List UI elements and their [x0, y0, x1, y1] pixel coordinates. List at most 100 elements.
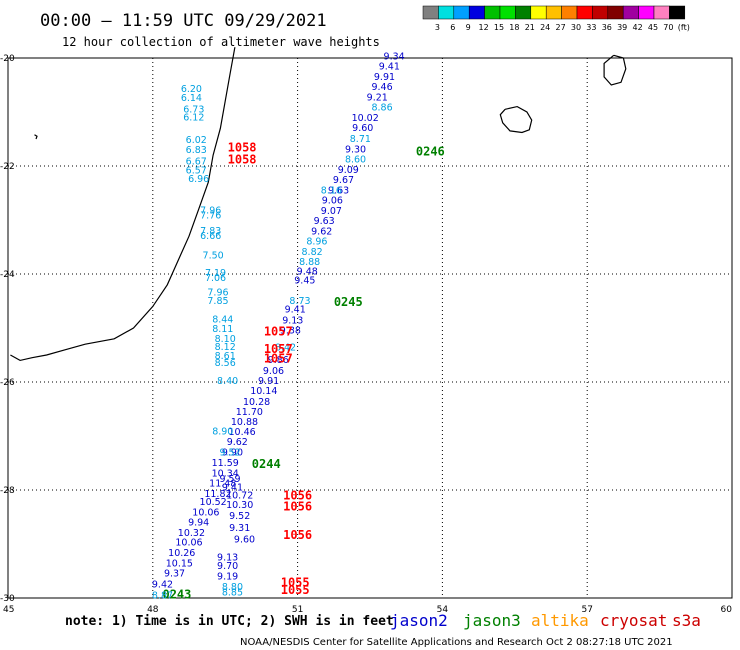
jason2-label: 10.88: [231, 417, 258, 428]
colorbar-swatch: [607, 5, 624, 20]
cryosat-label: 1055: [281, 575, 310, 589]
s3a-label: 7.85: [207, 296, 228, 307]
jason2-label: 9.13: [282, 315, 303, 326]
colorbar-label: 9: [466, 23, 471, 32]
jason2-label: 9.62: [311, 226, 332, 237]
s3a-label: 6.14: [181, 93, 202, 104]
colorbar-swatch: [638, 5, 655, 20]
colorbar-label: 18: [509, 23, 519, 32]
s3a-label: 6.57: [186, 165, 207, 176]
jason2-label: 9.30: [345, 144, 366, 155]
altika-label: 8.87: [152, 590, 173, 601]
s3a-label: 7.83: [200, 226, 221, 237]
altika-label: 8.71: [350, 134, 371, 145]
jason2-label: 10.14: [250, 386, 277, 397]
jason2-label: 9.37: [164, 569, 185, 580]
colorbar-swatch: [653, 5, 670, 20]
altika-label: 8.16: [321, 185, 342, 196]
y-tick-label: -24: [0, 270, 15, 280]
colorbar-swatch: [622, 5, 639, 20]
s3a-label: 8.56: [215, 358, 236, 369]
jason2-label: 9.42: [152, 580, 173, 591]
coastline-islet: [34, 134, 38, 140]
s3a-label: 6.66: [200, 231, 221, 242]
s3a-label: 6.67: [186, 157, 207, 168]
jason2-label: 9.06: [322, 196, 343, 207]
jason2-label: 9.34: [384, 51, 405, 62]
jason2-label: 9.90: [222, 448, 243, 459]
plot-area: 45 48 51 54 57 60-20-22-24-26-28-30 9.349.419…: [0, 47, 733, 615]
jason2-label: 9.46: [371, 82, 392, 93]
jason2-label: 9.52: [229, 511, 250, 522]
jason2-label: 11.59: [212, 458, 239, 469]
altika-label: 8.82: [302, 247, 323, 258]
jason2-label: 9.91: [258, 376, 279, 387]
cryosat-label: 1058: [228, 153, 257, 167]
jason2-label: 9.60: [352, 123, 373, 134]
colorbar-label: 36: [602, 23, 612, 32]
cryosat-label: 1057: [264, 324, 293, 338]
jason2-label: 9.31: [229, 523, 250, 534]
s3a-label: 8.10: [215, 334, 236, 345]
colorbar-swatch: [468, 5, 485, 20]
colorbar-label: 39: [617, 23, 627, 32]
jason2-label: 9.59: [219, 474, 240, 485]
jason2-label: 11.82: [204, 489, 231, 500]
altika-label: 8.86: [371, 103, 392, 114]
cryosat-label: 1056: [283, 488, 312, 502]
footer-credit: NOAA/NESDIS Center for Satellite Applica…: [240, 637, 673, 648]
cryosat-label: 1057: [264, 351, 293, 365]
s3a-label: 7.96: [207, 287, 228, 298]
jason2-label: 9.63: [314, 216, 335, 227]
jason2-label: 10.06: [192, 508, 219, 519]
jason2-label: 9.09: [338, 165, 359, 176]
footer-note: note: 1) Time is in UTC; 2) SWH is in fe…: [65, 614, 394, 629]
s3a-label: 6.83: [186, 145, 207, 156]
colorbar-label: 21: [525, 23, 535, 32]
colorbar-swatch: [592, 5, 609, 20]
jason2-label: 10.28: [243, 397, 270, 408]
colorbar-swatch: [530, 5, 547, 20]
cryosat-label: 1056: [283, 528, 312, 542]
jason2-label: 10.46: [228, 427, 255, 438]
y-tick-label: -20: [0, 54, 15, 64]
x-tick-label: 57: [581, 605, 592, 615]
jason2-label: 10.32: [178, 528, 205, 539]
coastline-reunion: [499, 105, 533, 134]
altika-label: 8.60: [345, 155, 366, 166]
colorbar-swatch: [422, 5, 439, 20]
colorbar-label: 15: [494, 23, 504, 32]
jason2-label: 10.02: [352, 113, 379, 124]
s3a-label: 6.20: [181, 84, 202, 95]
s3a-label: 6.02: [186, 135, 207, 146]
y-tick-label: -26: [0, 378, 15, 388]
legend-altika: altika: [531, 611, 589, 630]
x-tick-label: 45: [3, 605, 14, 615]
legend-s3a: s3a: [672, 611, 701, 630]
jason2-label: 9.63: [328, 185, 349, 196]
colorbar-label: 3: [435, 23, 440, 32]
colorbar-label: (ft): [678, 23, 690, 32]
altika-label: 8.88: [299, 257, 320, 268]
chart-subtitle: 12 hour collection of altimeter wave hei…: [62, 35, 380, 49]
legend-jason2: jason2: [390, 611, 448, 630]
coastline-mauritius: [603, 54, 627, 86]
altika-label: 8.42: [275, 342, 296, 353]
jason2-label: 9.38: [280, 326, 301, 337]
jason2-label: 9.41: [222, 482, 243, 493]
altika-label: 8.80: [222, 582, 243, 593]
jason2-label: 10.15: [166, 558, 193, 569]
coastline-madagascar: [10, 47, 236, 362]
colorbar-label: 42: [633, 23, 643, 32]
jason3-label: 0243: [162, 587, 191, 601]
s3a-label: 8.44: [212, 314, 233, 325]
gridlines: [8, 58, 732, 598]
jason2-label: 11.48: [209, 479, 236, 490]
jason2-label: 9.60: [234, 535, 255, 546]
colorbar-label: 45: [648, 23, 658, 32]
jason2-label: 9.91: [374, 72, 395, 83]
jason2-label: 9.21: [367, 92, 388, 103]
s3a-label: 7.06: [205, 273, 226, 284]
colorbar-label: 70: [663, 23, 673, 32]
